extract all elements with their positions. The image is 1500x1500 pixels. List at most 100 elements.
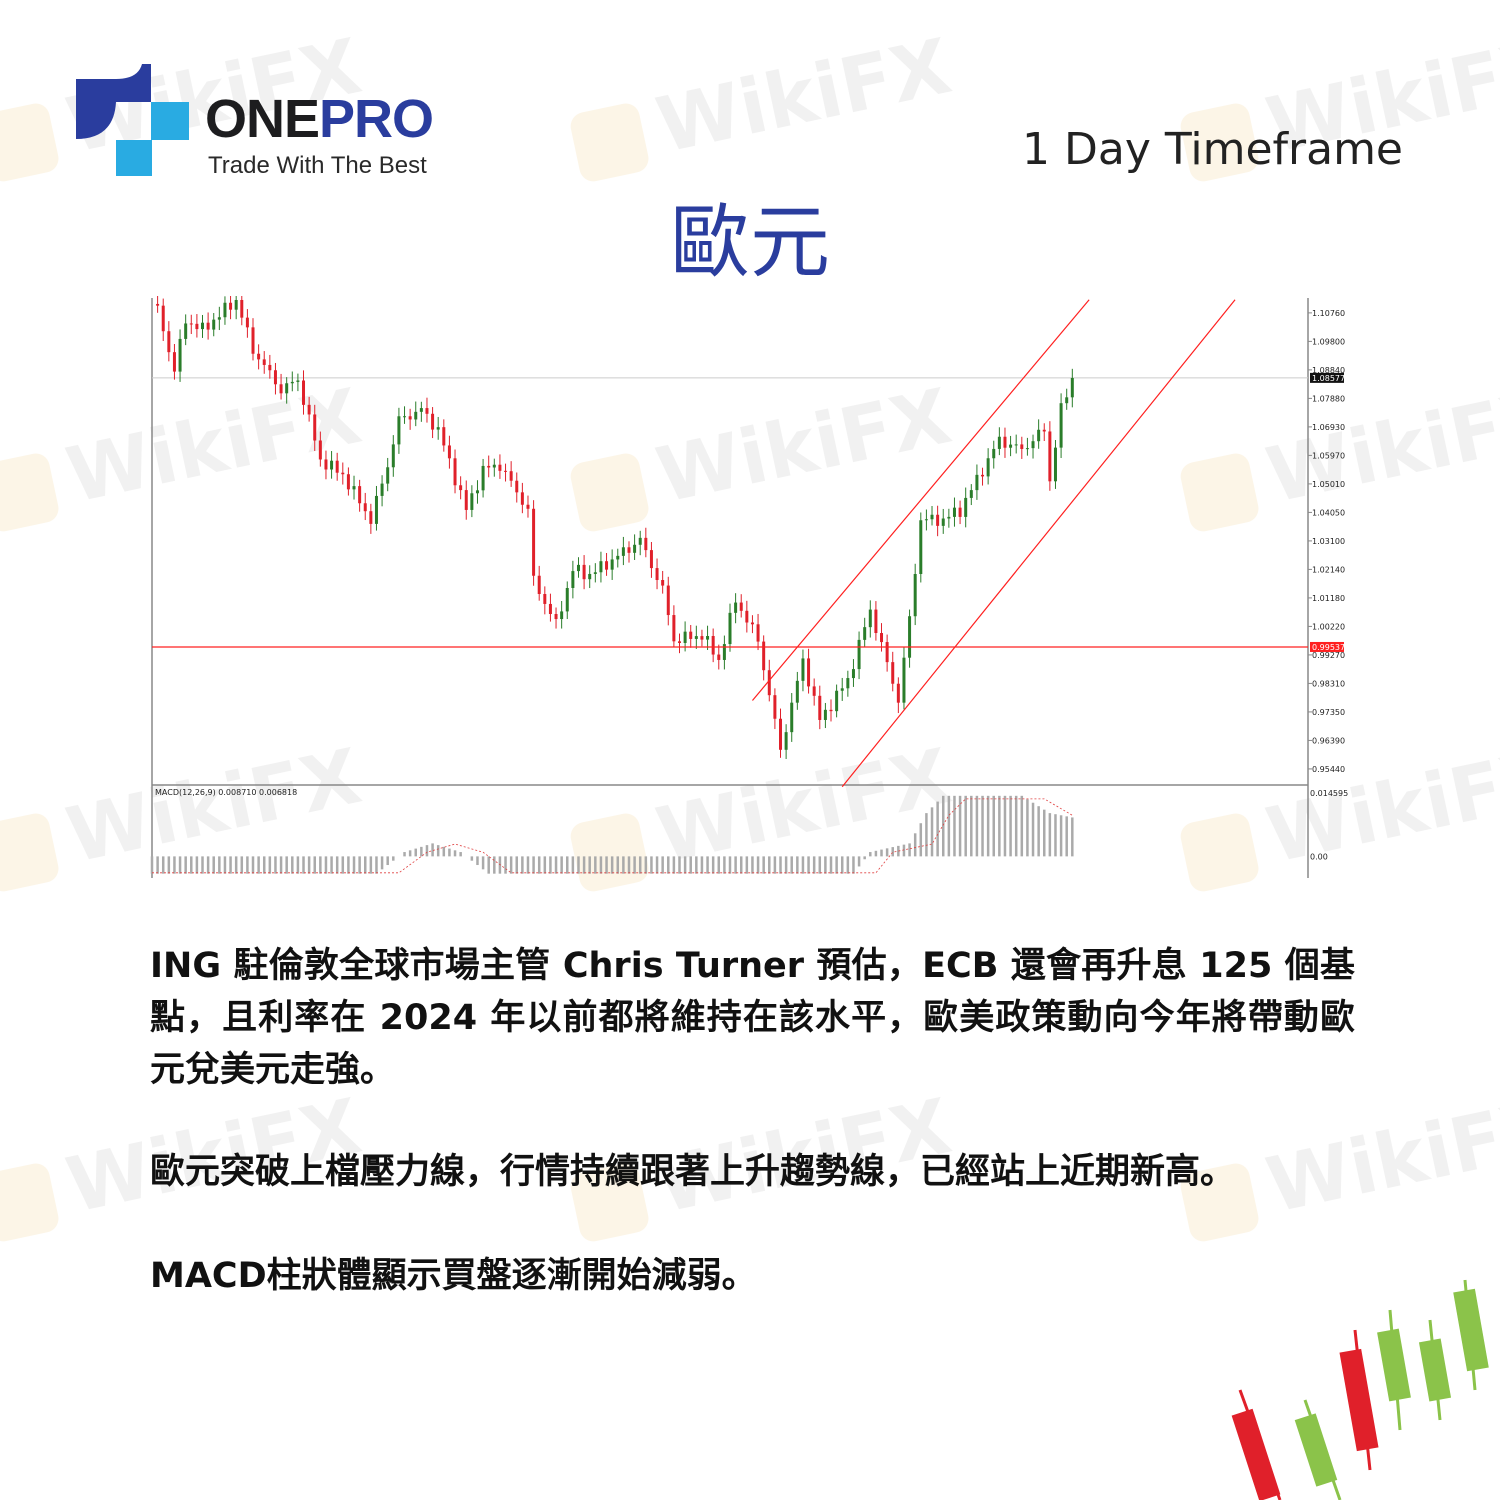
y-tick-label: 1.07880 (1312, 394, 1345, 403)
candle-body (296, 380, 300, 382)
candle-body (644, 537, 648, 551)
candle-body (414, 411, 418, 420)
candle-body (739, 602, 743, 611)
onepro-logo-icon (76, 64, 189, 176)
candle-body (330, 460, 334, 470)
candle-body (605, 561, 609, 570)
y-tick-label: 1.08840 (1312, 366, 1345, 375)
candle-body (285, 383, 289, 394)
candle-body (958, 507, 962, 517)
candle-body (593, 572, 597, 574)
candle-body (1059, 403, 1063, 448)
candle-body (986, 458, 990, 477)
candle-body (346, 474, 350, 490)
candle-body (201, 322, 205, 330)
candle-body (403, 416, 407, 418)
candle-body (268, 364, 272, 371)
candle-body (369, 511, 373, 524)
candle-body (689, 631, 693, 639)
brand-pro: PRO (319, 89, 434, 149)
y-tick-label: 0.95440 (1312, 765, 1345, 774)
candle-body (913, 573, 917, 617)
candle-body (178, 338, 182, 372)
candle-body (509, 471, 513, 481)
candle-body (734, 602, 738, 613)
watermark: WikiFX (565, 21, 958, 188)
candle-body (745, 610, 749, 623)
candle-body (223, 302, 227, 318)
candle-body (1048, 431, 1052, 482)
candle-body (880, 633, 884, 643)
candle-body (341, 472, 345, 475)
candle-body (728, 612, 732, 645)
candle-body (694, 636, 698, 639)
candle-body (234, 299, 238, 310)
y-tick-label: 0.96390 (1312, 736, 1345, 745)
macd-signal-line (152, 798, 1073, 874)
candle-body (947, 516, 951, 519)
candle-body (677, 641, 681, 643)
candle-body (481, 465, 485, 491)
candle-body (257, 353, 261, 360)
candle-body (520, 492, 524, 505)
candle-body (475, 490, 479, 494)
candle-body (722, 644, 726, 660)
candle-body (324, 459, 328, 470)
candle-body (818, 695, 822, 720)
candle-body (318, 440, 322, 460)
candle-body (1037, 429, 1041, 442)
paragraph-macd: MACD柱狀體顯示買盤逐漸開始減弱。 (150, 1256, 757, 1296)
candle-body (571, 571, 575, 588)
y-tick-label: 1.06930 (1312, 423, 1345, 432)
candle-body (633, 544, 637, 553)
candle-body (1003, 436, 1007, 448)
support-price-label: 0.99537 (1312, 643, 1345, 652)
candle-body (184, 323, 188, 339)
candle-body (560, 611, 564, 620)
y-tick-label: 0.98310 (1312, 679, 1345, 688)
macd-label: MACD(12,26,9) 0.008710 0.006818 (155, 788, 297, 797)
candle-body (1042, 429, 1046, 432)
candle-body (885, 642, 889, 663)
candle-body (1065, 397, 1069, 404)
y-tick-label: 1.09800 (1312, 337, 1345, 346)
candle-body (975, 474, 979, 491)
candle-body (784, 732, 788, 750)
paragraph-trend: 歐元突破上檔壓力線，行情持續跟著上升趨勢線，已經站上近期新高。 (150, 1152, 1236, 1192)
candle-body (627, 547, 631, 553)
y-tick-label: 1.10760 (1312, 309, 1345, 318)
candle-body (189, 323, 193, 325)
candle-body (924, 519, 928, 521)
candle-body (835, 690, 839, 712)
y-tick-label: 1.05010 (1312, 480, 1345, 489)
candle-body (1031, 441, 1035, 449)
candle-body (655, 568, 659, 581)
candle-body (683, 631, 687, 643)
candle-body (1009, 444, 1013, 448)
candle-body (582, 564, 586, 580)
candle-body (790, 702, 794, 733)
candle-body (380, 483, 384, 496)
candle-body (952, 507, 956, 517)
y-tick-label: 1.03100 (1312, 537, 1345, 546)
candle-body (548, 603, 552, 615)
y-tick-label: 1.04050 (1312, 508, 1345, 517)
candle-body (997, 436, 1001, 449)
candle-body (706, 636, 710, 640)
candle-body (891, 662, 895, 684)
candle-body (504, 470, 508, 472)
candle-body (711, 636, 715, 655)
candle-body (492, 464, 496, 468)
candle-body (245, 317, 249, 328)
candle-body (649, 550, 653, 569)
candle-body (161, 305, 165, 332)
candle-body (335, 460, 339, 473)
y-tick-label: 1.02140 (1312, 565, 1345, 574)
candle-body (857, 639, 861, 670)
candle-body (908, 616, 912, 658)
candle-body (532, 508, 536, 576)
candle-body (229, 302, 233, 310)
candle-body (868, 609, 872, 628)
candle-body (779, 718, 783, 750)
candle-body (981, 474, 985, 477)
